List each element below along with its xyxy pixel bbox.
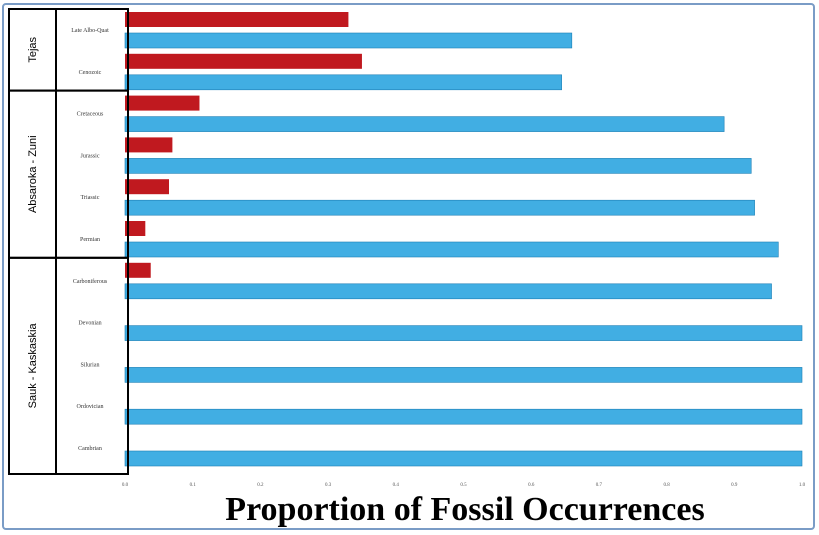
group-label-0: Tejas [27,36,39,62]
bar-blue-10 [124,450,803,467]
bar-blue-6 [124,283,772,300]
group-box-inner-0 [55,8,129,92]
category-label-1: Cenozoic [79,70,102,76]
category-label-4: Triassic [81,195,100,201]
bar-blue-0 [124,32,573,49]
bar-red-6 [125,262,151,278]
bar-red-5 [125,221,146,236]
bar-red-2 [125,95,200,111]
x-tick-label-8: 0.8 [663,483,670,488]
category-label-10: Cambrian [78,446,102,452]
category-label-0: Late Albo-Quat [71,28,109,34]
category-label-3: Jurassic [81,153,100,159]
x-tick-label-2: 0.2 [257,483,264,488]
bar-blue-7 [124,325,803,341]
bar-blue-5 [124,241,779,258]
bar-blue-3 [124,158,752,174]
x-tick-label-1: 0.1 [190,483,197,488]
category-label-9: Ordovician [77,404,104,410]
category-label-5: Permian [80,237,100,243]
category-label-6: Carboniferous [73,278,108,285]
x-tick-label-6: 0.6 [528,483,535,488]
bar-blue-9 [124,408,803,425]
bar-blue-4 [124,199,755,216]
x-tick-label-9: 0.9 [731,483,738,488]
bar-blue-2 [124,116,725,132]
group-label-2: Sauk - Kaskaskia [27,323,39,409]
group-label-1: Absaroka - Zuni [27,135,39,213]
bar-red-3 [125,137,173,153]
group-box-inner-2 [55,256,129,475]
bar-blue-1 [124,74,562,91]
category-label-2: Cretaceous [77,112,104,118]
x-tick-label-10: 1.0 [799,483,806,488]
x-tick-label-3: 0.3 [325,483,332,488]
category-label-8: Silurian [81,362,100,368]
x-tick-label-5: 0.5 [460,483,467,488]
bar-red-4 [125,179,170,195]
bar-red-1 [125,53,362,69]
category-label-7: Devonian [78,321,101,327]
x-tick-label-4: 0.4 [393,483,400,488]
bar-blue-8 [124,367,803,383]
x-axis-title: Proportion of Fossil Occurrences [225,491,705,528]
x-tick-label-0: 0.0 [122,483,129,488]
bar-red-0 [125,12,349,27]
x-tick-label-7: 0.7 [596,483,603,488]
